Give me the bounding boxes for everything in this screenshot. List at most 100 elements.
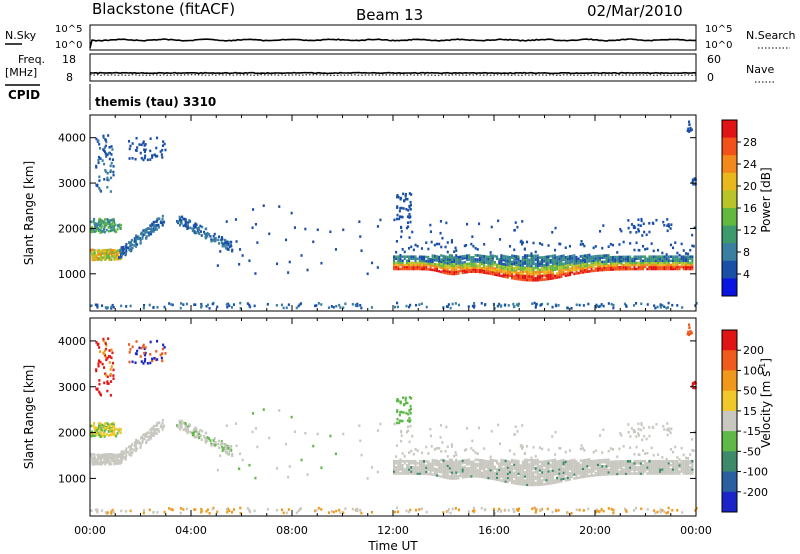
power-cell <box>521 274 524 277</box>
power-cell <box>395 261 398 265</box>
power-cell <box>594 269 597 272</box>
velocity-cell <box>444 474 447 477</box>
velocity-cell <box>135 352 138 356</box>
power-cell <box>491 262 494 266</box>
power-cell <box>624 257 627 261</box>
velocity-cell <box>420 470 423 473</box>
power-cell <box>299 302 302 305</box>
velocity-cell <box>256 445 259 449</box>
power-cell <box>538 268 541 272</box>
power-cell <box>444 267 447 271</box>
power-cell <box>455 260 458 263</box>
velocity-cell <box>579 467 582 471</box>
velocity-cell <box>676 461 679 465</box>
power-cell <box>111 221 114 224</box>
velocity-cell <box>659 468 662 471</box>
power-cell <box>594 263 597 266</box>
velocity-cell <box>532 467 535 470</box>
velocity-cell <box>472 449 475 452</box>
velocity-cell <box>401 468 404 471</box>
velocity-cell <box>633 464 636 467</box>
velocity-cell <box>496 478 499 481</box>
velocity-cell <box>455 462 458 466</box>
power-cell <box>457 266 460 269</box>
velocity-cell <box>498 472 501 476</box>
velocity-cell <box>466 471 469 474</box>
power-cell <box>669 243 672 247</box>
velocity-cell <box>543 468 546 472</box>
velocity-cell <box>546 507 549 511</box>
velocity-cell <box>541 479 544 482</box>
velocity-cell <box>573 471 576 474</box>
velocity-cell <box>416 462 419 465</box>
velocity-cell <box>474 451 477 454</box>
power-cell <box>221 244 224 248</box>
power-cell <box>230 306 233 309</box>
velocity-cell <box>511 471 514 474</box>
velocity-cell <box>198 436 201 440</box>
power-cell <box>588 266 591 269</box>
velocity-cell <box>573 462 576 466</box>
power-cell <box>643 230 646 234</box>
power-cell <box>536 276 539 280</box>
velocity-cell <box>562 463 565 466</box>
velocity-cell <box>569 463 572 467</box>
velocity-cell <box>451 507 454 511</box>
power-cell <box>100 253 103 257</box>
velocity-cell <box>145 432 148 435</box>
power-cell <box>143 148 146 152</box>
power-cell <box>556 257 559 261</box>
power-cell <box>425 265 428 269</box>
velocity-cell <box>476 462 479 466</box>
power-cell <box>601 268 604 272</box>
velocity-cell <box>142 343 145 347</box>
power-cell <box>98 224 101 227</box>
power-cell <box>680 261 683 265</box>
velocity-cell <box>179 425 182 429</box>
velocity-cell <box>584 458 587 462</box>
power-cell <box>577 261 580 265</box>
velocity-cell <box>549 459 552 462</box>
velocity-cell <box>493 473 496 477</box>
velocity-cell <box>91 434 94 438</box>
velocity-cell <box>474 462 477 466</box>
velocity-cell <box>149 435 152 438</box>
power-cell <box>692 179 695 182</box>
power-cell <box>513 267 516 270</box>
power-cell <box>461 263 464 266</box>
power-cell <box>145 237 148 240</box>
colorbar-swatch <box>722 451 737 473</box>
power-cell <box>459 255 462 259</box>
power-cell <box>448 260 451 263</box>
velocity-cell <box>667 427 670 430</box>
power-cell <box>521 262 524 265</box>
power-cell <box>665 255 668 258</box>
velocity-cell <box>483 465 486 469</box>
velocity-cell <box>96 453 99 457</box>
velocity-cell <box>397 472 400 475</box>
velocity-cell <box>635 435 638 438</box>
velocity-cell <box>461 472 464 475</box>
power-cell <box>616 255 619 259</box>
power-cell <box>592 255 595 258</box>
power-cell <box>626 263 629 267</box>
power-cell <box>554 226 557 230</box>
power-cell <box>648 261 651 265</box>
velocity-cell <box>515 459 518 463</box>
power-cell <box>566 263 569 267</box>
velocity-cell <box>545 474 548 478</box>
power-cell <box>99 188 102 192</box>
power-cell <box>339 306 342 309</box>
power-cell <box>489 264 492 267</box>
power-cell <box>530 272 533 276</box>
power-cell <box>682 267 685 271</box>
velocity-cell <box>584 469 587 472</box>
power-cell <box>91 252 94 255</box>
velocity-cell <box>433 459 436 462</box>
power-cell <box>396 305 399 309</box>
velocity-cell <box>521 424 524 427</box>
power-cell <box>463 265 466 268</box>
velocity-cell <box>659 511 662 514</box>
power-cell <box>684 263 687 267</box>
